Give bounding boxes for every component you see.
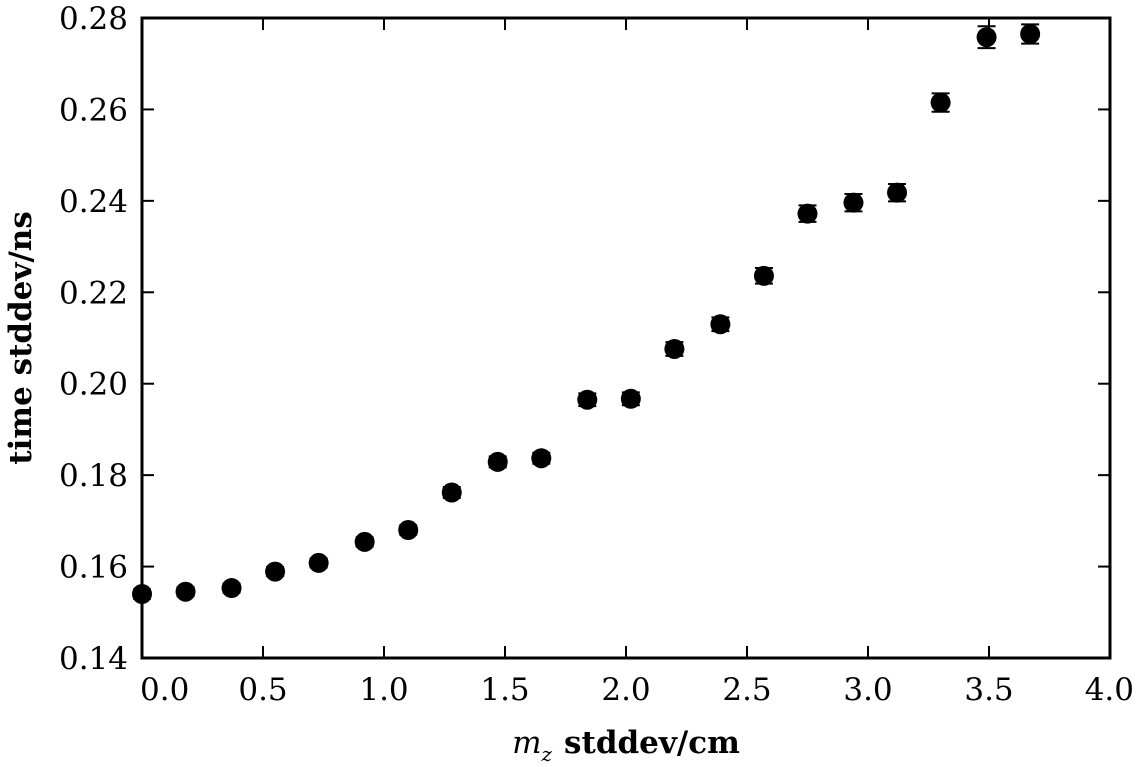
data-point bbox=[843, 192, 864, 213]
data-point bbox=[441, 482, 462, 503]
plot-frame bbox=[140, 16, 1112, 660]
data-point bbox=[531, 448, 552, 469]
data-point bbox=[1020, 24, 1041, 44]
data-point bbox=[487, 451, 508, 472]
data-point bbox=[664, 338, 685, 359]
data-point bbox=[710, 314, 731, 335]
data-point bbox=[577, 389, 598, 410]
x-axis-label: mz stddev/cm bbox=[512, 725, 740, 766]
y-tick-label: 0.20 bbox=[59, 367, 128, 403]
data-point bbox=[175, 581, 196, 602]
y-tick-label: 0.14 bbox=[59, 641, 128, 677]
x-tick-label: 0.0 bbox=[140, 672, 189, 708]
x-tick-labels: 0.0 0.5 1.0 1.5 2.0 2.5 3.0 3.5 4.0 bbox=[140, 672, 1134, 708]
data-point bbox=[221, 578, 242, 599]
x-tick-label: 4.0 bbox=[1085, 672, 1134, 708]
data-point bbox=[887, 182, 908, 203]
x-tick-label: 2.5 bbox=[722, 672, 771, 708]
x-tick-label: 3.5 bbox=[964, 672, 1013, 708]
y-tick-label: 0.24 bbox=[59, 184, 128, 220]
data-point bbox=[620, 388, 641, 409]
x-tick-label: 3.0 bbox=[843, 672, 892, 708]
x-axis-label-rest: stddev/cm bbox=[564, 725, 740, 761]
x-tick-label: 1.0 bbox=[359, 672, 408, 708]
y-axis-label: time stddev/ns bbox=[3, 211, 39, 465]
data-layer bbox=[132, 23, 1041, 604]
y-tick-label: 0.26 bbox=[59, 92, 128, 128]
data-point bbox=[398, 520, 419, 540]
x-tick-label: 1.5 bbox=[480, 672, 529, 708]
x-tick-label: 2.0 bbox=[601, 672, 650, 708]
ticks-layer bbox=[141, 17, 1111, 659]
x-axis-label-sub: z bbox=[541, 742, 553, 766]
data-point bbox=[265, 561, 286, 582]
data-point bbox=[797, 203, 818, 224]
y-tick-labels: 0.14 0.16 0.18 0.20 0.22 0.24 0.26 0.28 bbox=[59, 1, 128, 677]
y-tick-label: 0.18 bbox=[59, 458, 128, 494]
x-tick-label: 0.5 bbox=[238, 672, 287, 708]
data-point bbox=[753, 265, 774, 286]
y-tick-label: 0.16 bbox=[59, 550, 128, 586]
data-point bbox=[930, 92, 951, 113]
data-point bbox=[308, 552, 329, 573]
x-axis-label-var: m bbox=[512, 725, 541, 761]
data-point bbox=[976, 27, 997, 48]
data-point bbox=[354, 531, 375, 552]
y-tick-label: 0.28 bbox=[59, 1, 128, 37]
y-tick-label: 0.22 bbox=[59, 275, 128, 311]
